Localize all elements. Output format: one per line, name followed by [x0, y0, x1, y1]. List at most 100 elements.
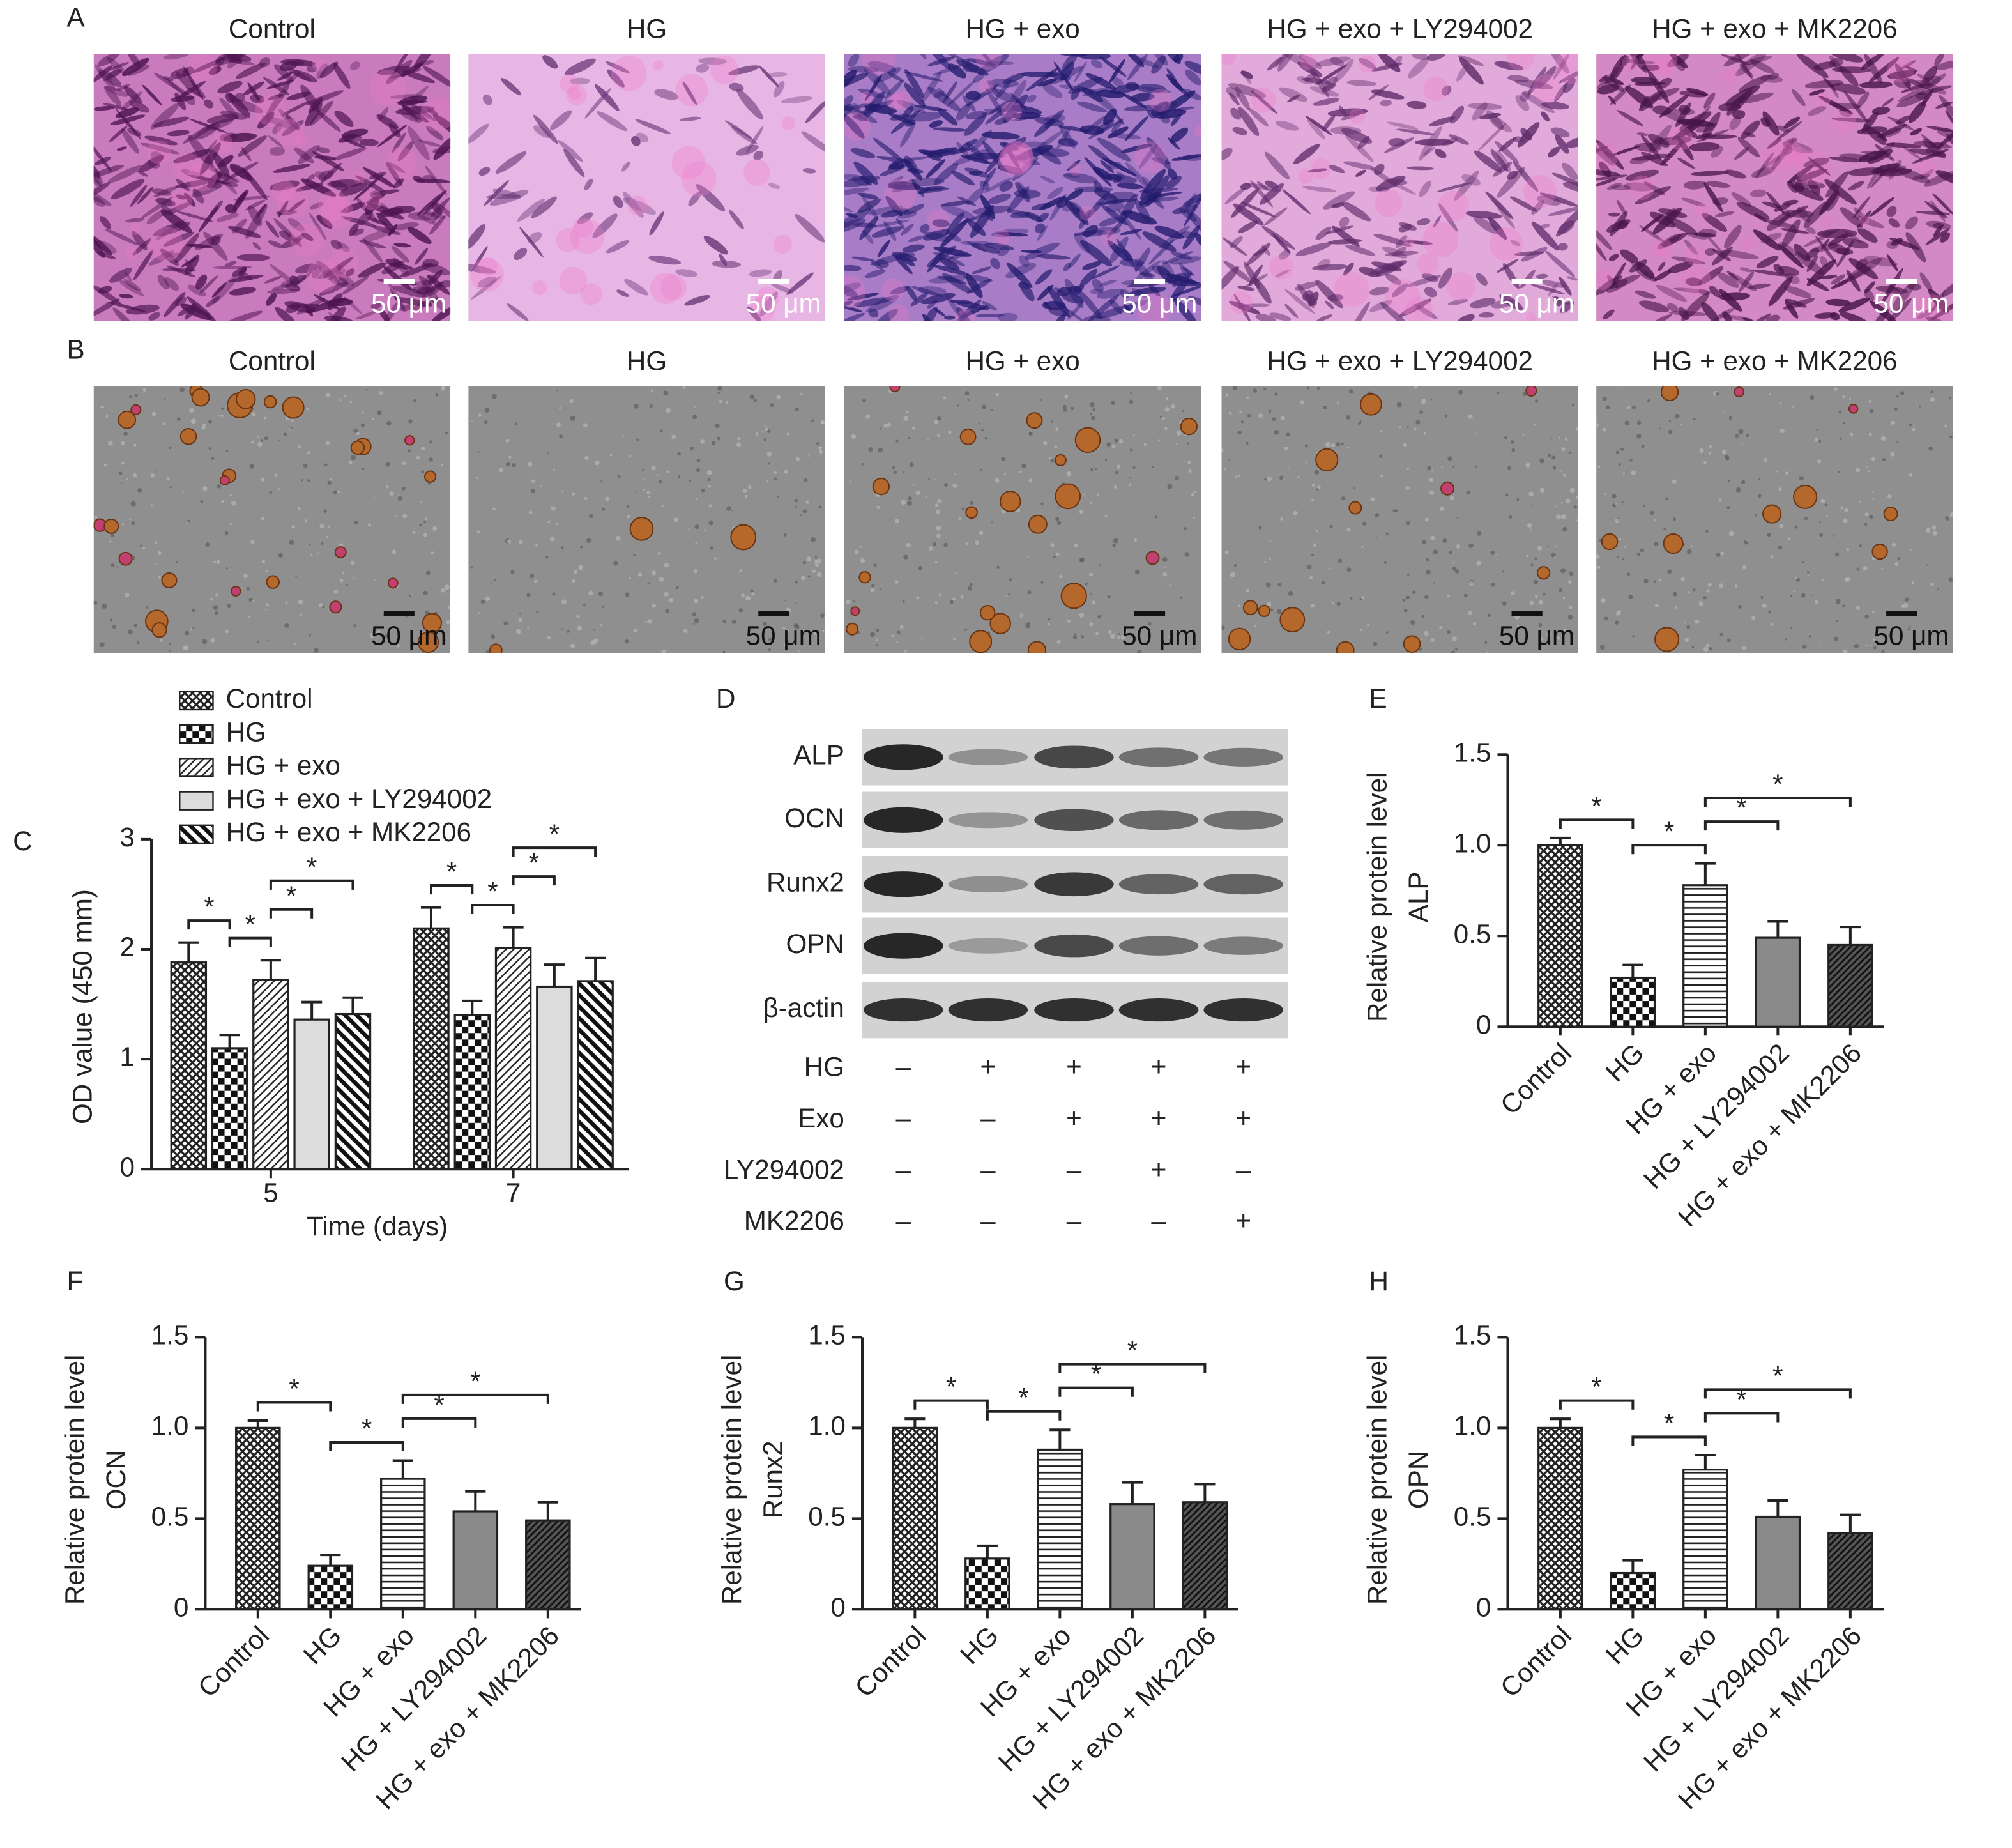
speckle — [859, 546, 862, 548]
cell — [1802, 229, 1840, 247]
speckle — [556, 389, 558, 392]
speckle — [1691, 545, 1693, 547]
speckle — [1727, 480, 1730, 483]
error-bar — [544, 963, 565, 987]
stain — [710, 55, 739, 84]
significance-bracket — [269, 908, 314, 919]
speckle — [800, 393, 803, 395]
speckle — [1553, 556, 1556, 558]
speckle — [423, 533, 428, 537]
cell — [1640, 95, 1649, 109]
speckle — [1424, 594, 1429, 599]
speckle — [800, 576, 805, 581]
cell — [162, 76, 174, 81]
speckle — [979, 531, 984, 535]
cell — [1257, 181, 1269, 191]
speckle — [636, 438, 639, 441]
speckle — [1820, 498, 1825, 503]
speckle — [936, 434, 940, 438]
speckle — [402, 461, 407, 466]
cell — [1756, 256, 1779, 269]
cell — [1092, 279, 1104, 293]
cell — [1368, 84, 1389, 100]
speckle — [970, 501, 974, 505]
speckle — [1395, 509, 1398, 513]
cell — [477, 276, 497, 288]
speckle — [305, 519, 308, 523]
cell — [150, 151, 164, 162]
cell — [1074, 285, 1085, 293]
speckle — [284, 623, 289, 629]
cell — [1650, 314, 1672, 321]
stain — [470, 258, 504, 292]
speckle — [692, 623, 695, 625]
cell — [844, 104, 853, 116]
cell — [1261, 245, 1270, 256]
speckle — [1440, 466, 1443, 469]
speckle — [883, 423, 888, 428]
speckle — [476, 477, 478, 479]
speckle — [211, 457, 215, 460]
cell — [308, 298, 347, 313]
speckle — [349, 401, 353, 404]
cell — [607, 69, 625, 88]
cell — [307, 65, 317, 73]
speckle — [354, 520, 358, 525]
cell — [204, 99, 214, 109]
cell — [1127, 54, 1159, 68]
y-tick-label: 0 — [830, 1592, 845, 1622]
blot-band — [1203, 998, 1283, 1022]
speckle — [133, 623, 137, 627]
speckle — [1184, 552, 1189, 557]
speckle — [291, 525, 295, 529]
cell — [1734, 146, 1750, 160]
speckle — [373, 496, 376, 499]
cell — [1035, 269, 1053, 285]
cell — [153, 72, 188, 95]
nodule — [1242, 600, 1258, 616]
speckle — [1564, 438, 1568, 441]
cell — [238, 135, 267, 157]
nodule — [263, 395, 277, 409]
cell — [1084, 157, 1112, 187]
speckle — [915, 490, 920, 496]
cell — [425, 274, 438, 284]
cell — [1359, 57, 1376, 70]
speckle — [1537, 546, 1543, 551]
speckle — [339, 579, 344, 583]
cell — [181, 257, 198, 268]
speckle — [1258, 413, 1263, 418]
speckle — [397, 494, 400, 496]
speckle — [1287, 466, 1289, 468]
speckle — [176, 561, 178, 563]
cell — [1077, 102, 1108, 113]
speckle — [1188, 469, 1192, 473]
speckle — [570, 643, 575, 649]
speckle — [657, 474, 659, 476]
cell — [391, 245, 409, 263]
speckle — [397, 496, 402, 501]
cell — [1732, 110, 1746, 119]
cell — [1125, 162, 1150, 190]
cell — [1755, 152, 1774, 178]
speckle — [1316, 530, 1318, 533]
speckle — [362, 467, 365, 470]
speckle — [895, 641, 898, 644]
stain — [211, 132, 233, 154]
speckle — [1872, 611, 1875, 614]
speckle — [1707, 583, 1712, 587]
speckle — [552, 592, 556, 596]
y-tick-label: 1.5 — [808, 1320, 846, 1350]
bar — [964, 1557, 1010, 1610]
cell — [1134, 199, 1152, 224]
cell — [1325, 300, 1334, 309]
speckle — [1703, 646, 1709, 652]
speckle — [190, 628, 194, 631]
significance-bracket — [187, 919, 231, 930]
cell — [1741, 55, 1772, 66]
y-axis-title: Runx2 — [758, 1440, 788, 1518]
cell — [1357, 135, 1370, 149]
speckle — [319, 524, 324, 529]
speckle — [1090, 501, 1093, 504]
speckle — [1193, 491, 1196, 493]
